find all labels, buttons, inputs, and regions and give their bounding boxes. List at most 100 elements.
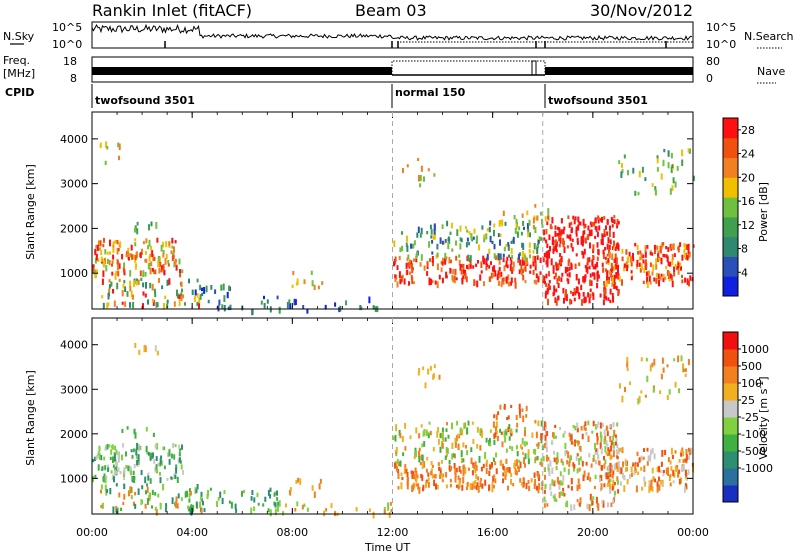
velocity-ylabel: Slant Range [km] — [24, 370, 37, 466]
y-tick-label: 2000 — [60, 222, 88, 235]
heatmap-cell — [626, 360, 629, 368]
heatmap-cell — [677, 268, 680, 275]
heatmap-cell — [401, 436, 404, 443]
heatmap-cell — [303, 503, 306, 508]
heatmap-cell — [104, 465, 107, 471]
heatmap-cell — [655, 264, 658, 270]
heatmap-cell — [616, 242, 619, 250]
heatmap-cell — [617, 268, 619, 275]
heatmap-cell — [313, 284, 316, 291]
heatmap-cell — [672, 469, 675, 477]
heatmap-cell — [495, 421, 498, 429]
heatmap-cell — [648, 481, 651, 488]
heatmap-cell — [548, 271, 550, 277]
heatmap-cell — [282, 511, 285, 516]
heatmap-cell — [501, 219, 504, 227]
heatmap-cell — [654, 189, 657, 196]
heatmap-cell — [685, 252, 688, 260]
heatmap-cell — [243, 489, 245, 494]
heatmap-cell — [251, 490, 254, 496]
heatmap-cell — [681, 159, 684, 166]
heatmap-cell — [603, 281, 606, 286]
heatmap-cell — [436, 281, 439, 289]
colorbar-tick-label: 12 — [741, 219, 755, 232]
heatmap-cell — [491, 485, 494, 493]
heatmap-cell — [416, 474, 419, 479]
heatmap-cell — [410, 243, 412, 249]
heatmap-cell — [656, 167, 659, 172]
heatmap-cell — [433, 229, 436, 235]
heatmap-cell — [455, 435, 458, 442]
heatmap-cell — [523, 441, 526, 447]
heatmap-cell — [657, 273, 660, 280]
heatmap-cell — [563, 493, 566, 497]
freq-trace-gap — [531, 60, 537, 76]
heatmap-cell — [643, 267, 646, 273]
heatmap-cell — [649, 484, 652, 491]
heatmap-cell — [630, 466, 633, 473]
heatmap-cell — [415, 427, 418, 434]
heatmap-cell — [447, 242, 450, 250]
heatmap-cell — [505, 263, 508, 268]
heatmap-cell — [613, 447, 616, 453]
heatmap-cell — [423, 265, 426, 271]
heatmap-cell — [662, 253, 665, 257]
heatmap-cell — [221, 497, 224, 505]
heatmap-cell — [684, 368, 687, 372]
heatmap-cell — [108, 260, 111, 266]
heatmap-cell — [664, 449, 667, 456]
heatmap-cell — [612, 422, 615, 428]
heatmap-cell — [638, 170, 641, 178]
heatmap-cell — [613, 283, 616, 290]
heatmap-cell — [286, 302, 289, 309]
heatmap-cell — [123, 279, 126, 284]
heatmap-cell — [134, 342, 137, 348]
heatmap-cell — [529, 232, 531, 238]
heatmap-cell — [573, 219, 576, 225]
heatmap-cell — [596, 282, 599, 289]
heatmap-cell — [480, 477, 483, 481]
heatmap-cell — [278, 500, 281, 507]
heatmap-cell — [573, 504, 576, 511]
heatmap-cell — [554, 297, 557, 303]
heatmap-cell — [156, 469, 158, 474]
heatmap-cell — [662, 277, 665, 283]
heatmap-cell — [557, 459, 559, 463]
heatmap-cell — [116, 247, 119, 255]
heatmap-cell — [539, 211, 542, 216]
heatmap-cell — [570, 440, 573, 445]
heatmap-cell — [551, 440, 554, 445]
heatmap-cell — [466, 450, 469, 456]
heatmap-cell — [609, 467, 612, 473]
heatmap-cell — [492, 272, 495, 277]
heatmap-cell — [579, 456, 582, 461]
heatmap-cell — [669, 188, 672, 195]
heatmap-cell — [595, 448, 598, 452]
heatmap-cell — [593, 273, 596, 280]
heatmap-cell — [562, 487, 565, 492]
heatmap-cell — [547, 463, 550, 470]
heatmap-cell — [116, 282, 119, 290]
heatmap-cell — [559, 253, 562, 258]
heatmap-cell — [127, 257, 130, 261]
heatmap-cell — [525, 482, 528, 490]
heatmap-cell — [470, 457, 473, 465]
heatmap-cell — [603, 429, 606, 436]
heatmap-cell — [410, 275, 413, 281]
heatmap-cell — [592, 458, 595, 462]
heatmap-cell — [115, 483, 118, 487]
heatmap-cell — [230, 501, 233, 509]
colorbar-swatch — [723, 332, 738, 350]
heatmap-cell — [503, 470, 506, 475]
heatmap-cell — [539, 461, 542, 466]
heatmap-cell — [129, 286, 132, 292]
heatmap-cell — [462, 464, 465, 469]
heatmap-cell — [673, 266, 676, 273]
heatmap-cell — [467, 265, 470, 270]
heatmap-cell — [406, 257, 409, 262]
heatmap-cell — [95, 244, 98, 249]
heatmap-cell — [428, 278, 431, 286]
heatmap-cell — [398, 255, 401, 261]
heatmap-cell — [607, 479, 610, 486]
